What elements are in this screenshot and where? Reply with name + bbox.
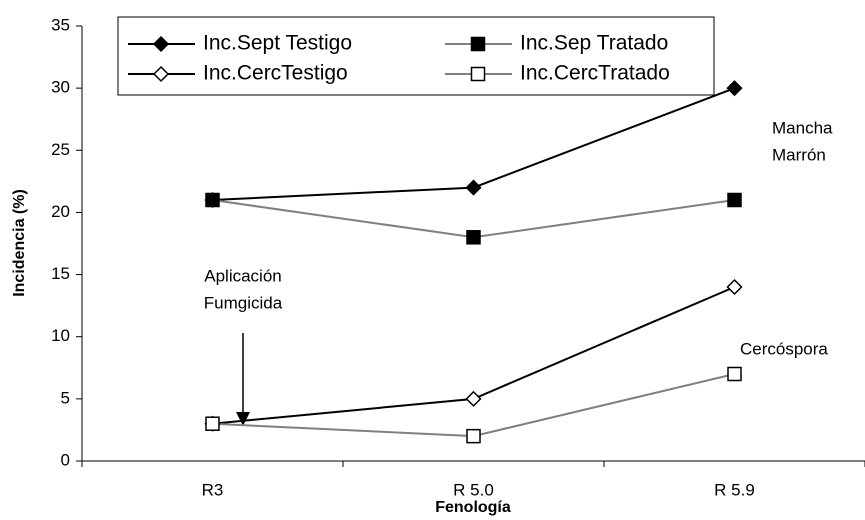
annotation: Fumgicida [204,293,283,312]
data-point [466,230,481,245]
data-point [205,192,220,208]
legend-marker [152,35,170,53]
annotation: Mancha [772,118,833,137]
annotation: Cercóspora [740,339,828,358]
data-point [465,390,482,407]
legend-label: Inc.CercTratado [520,62,670,85]
x-tick-label: R3 [202,480,224,499]
data-point [465,179,482,196]
x-tick-label: R 5.9 [714,480,755,499]
annotation: Marrón [772,145,826,164]
y-axis-label: Incidencia (%) [11,189,28,297]
y-tick-label: 35 [51,15,70,34]
annotation: Aplicación [204,266,282,285]
legend-label: Inc.CercTestigo [203,62,348,85]
legend-label: Inc.Sept Testigo [203,32,352,55]
arrow-head [236,412,250,426]
legend-marker [152,65,170,83]
x-axis-label: Fenología [435,499,511,516]
y-tick-label: 20 [51,202,70,221]
data-point [466,428,481,444]
data-point [726,278,743,296]
y-tick-label: 5 [61,388,70,407]
y-tick-label: 15 [51,264,70,283]
data-point [205,416,220,431]
data-point [727,366,742,382]
y-tick-label: 25 [51,140,70,159]
legend [117,16,715,96]
legend-marker [470,66,486,82]
y-tick-label: 0 [61,450,70,469]
x-tick-label: R 5.0 [453,480,494,499]
data-point [726,80,743,97]
legend-label: Inc.Sep Tratado [520,32,668,55]
legend-marker [470,36,486,52]
y-tick-label: 30 [51,78,70,97]
y-tick-label: 10 [51,326,70,345]
data-point [727,192,742,208]
